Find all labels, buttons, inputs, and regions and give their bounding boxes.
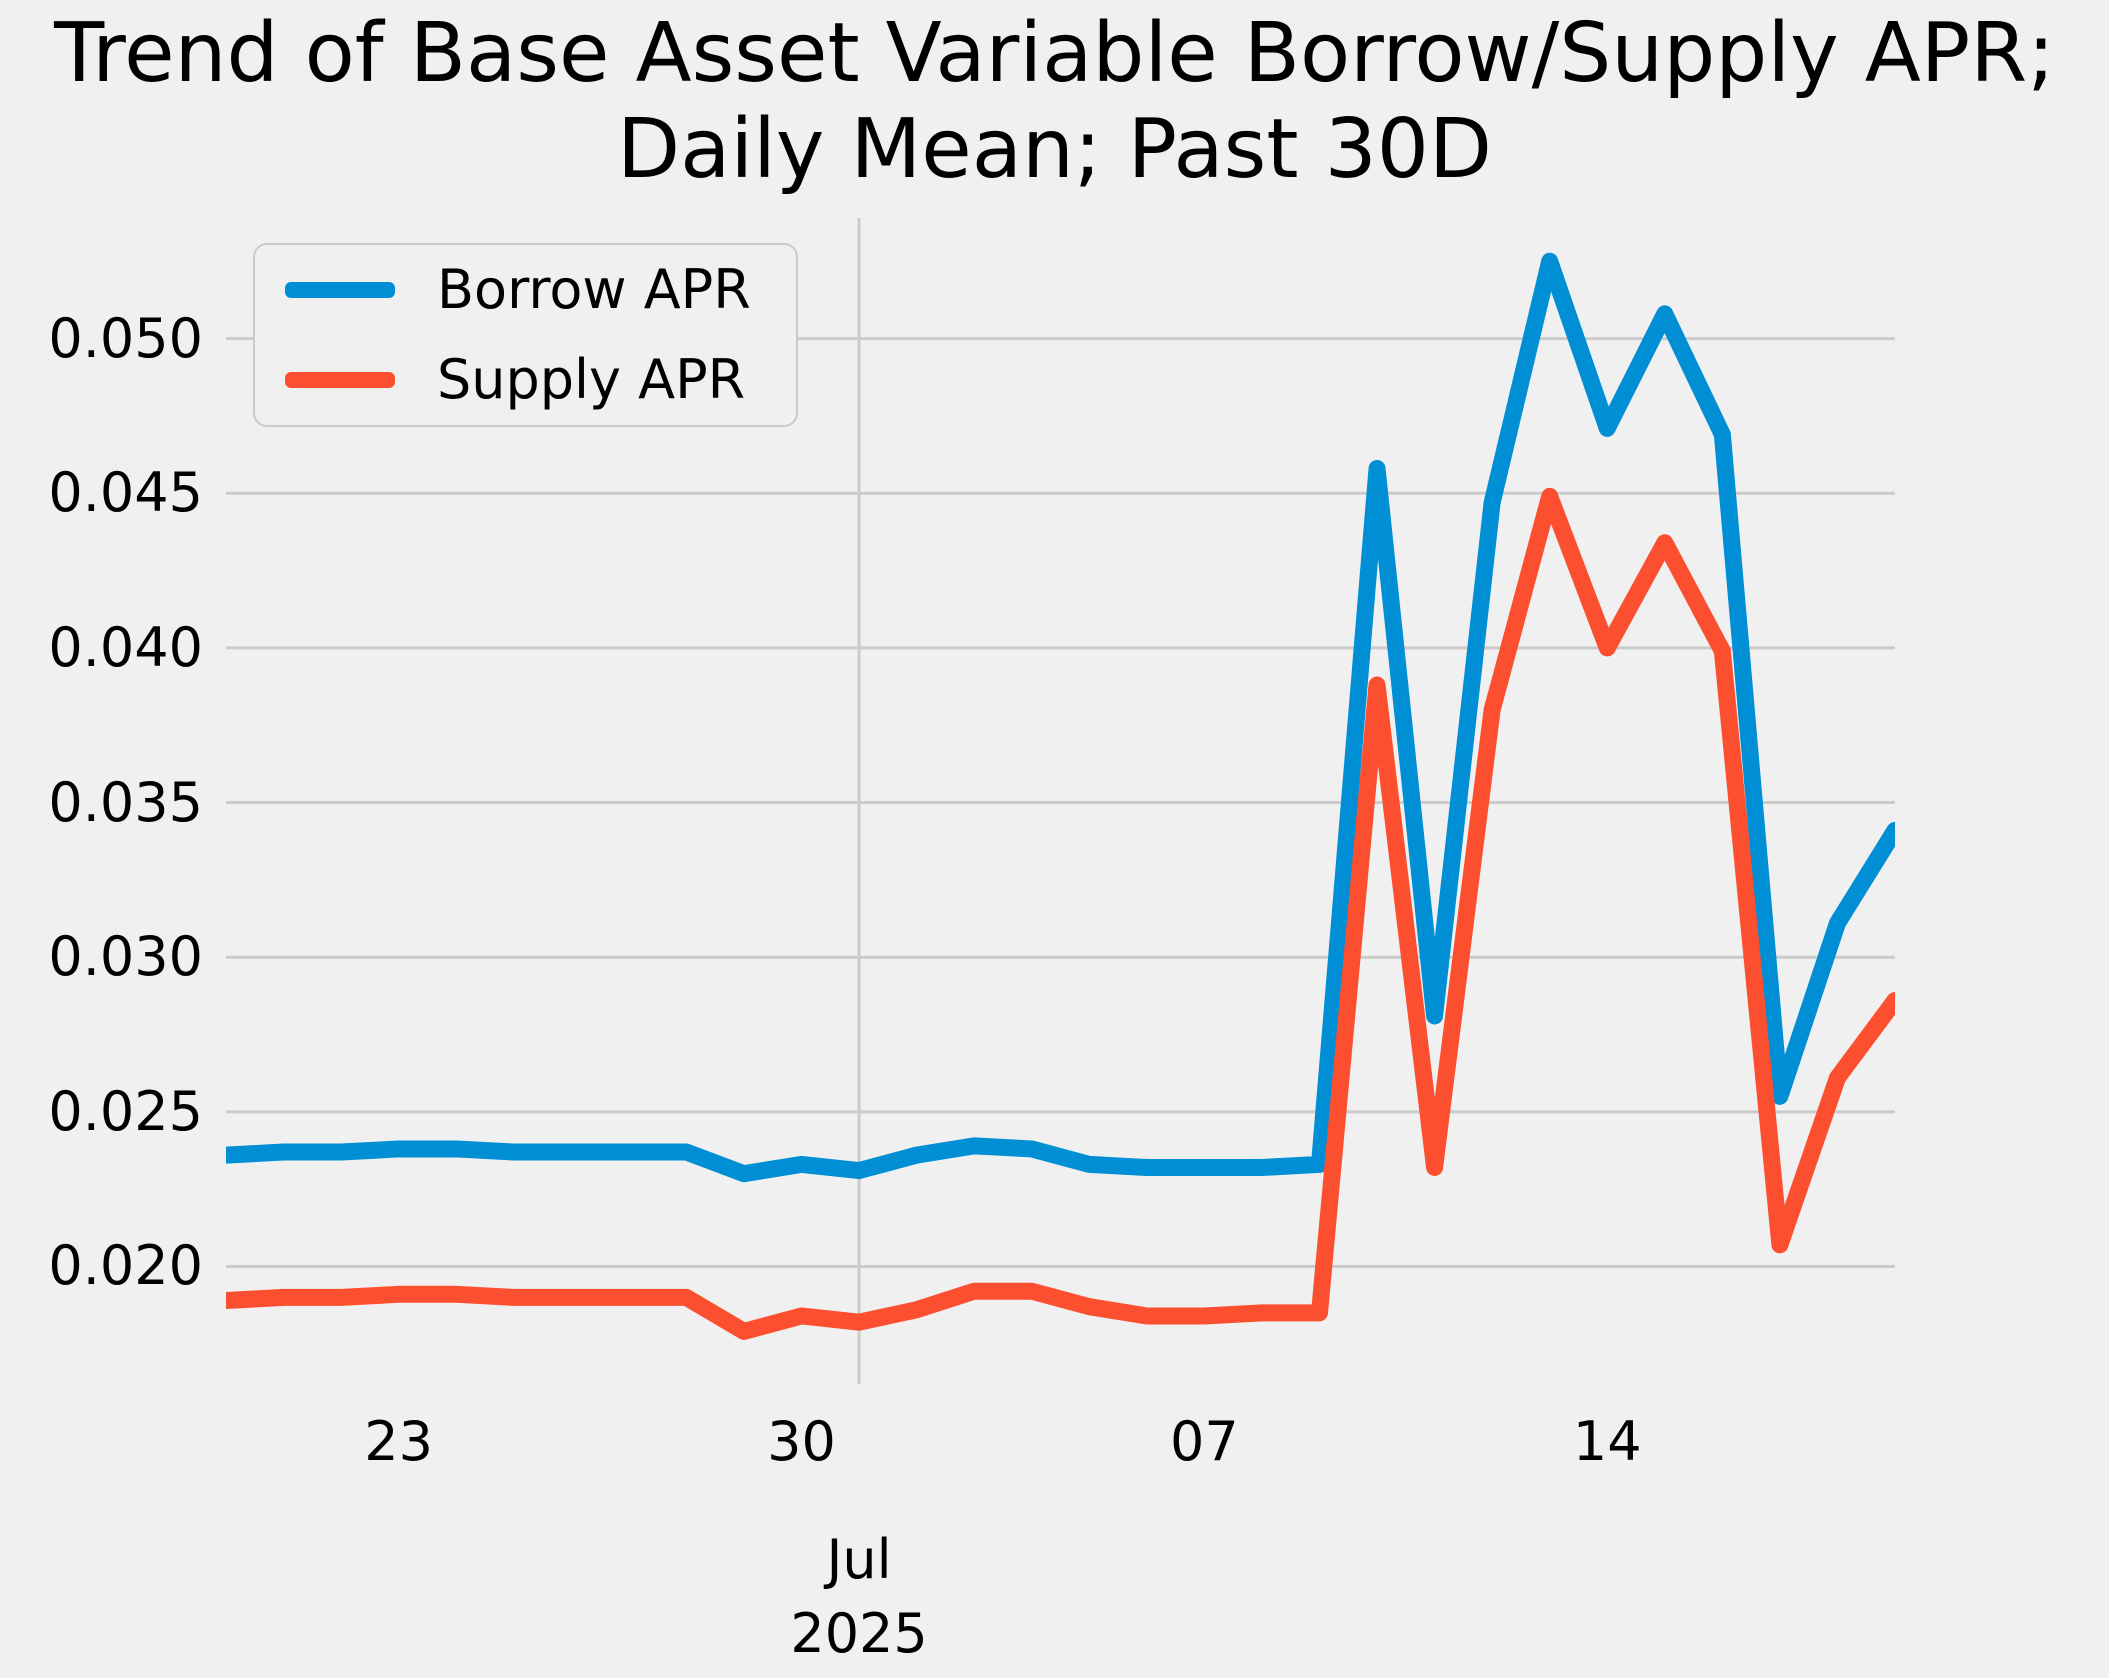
legend-label-borrow: Borrow APR bbox=[437, 258, 751, 321]
x-major-month: Jul bbox=[826, 1528, 892, 1591]
series-lines bbox=[226, 252, 1895, 1340]
y-tick-label: 0.045 bbox=[48, 461, 203, 525]
legend-label-supply: Supply APR bbox=[437, 348, 746, 411]
x-tick-label: 14 bbox=[1572, 1410, 1642, 1473]
x-tick-label: 07 bbox=[1170, 1410, 1239, 1473]
y-tick-label: 0.030 bbox=[48, 925, 203, 989]
borrow-apr-line bbox=[226, 252, 1895, 1183]
legend-entry-borrow: Borrow APR bbox=[255, 245, 796, 335]
legend: Borrow APR Supply APR bbox=[253, 243, 798, 427]
x-major-tick-label: Jul 2025 bbox=[790, 1523, 927, 1671]
legend-line-swatch-borrow bbox=[285, 282, 395, 298]
chart-title-line1: Trend of Base Asset Variable Borrow/Supp… bbox=[54, 6, 2055, 101]
chart-title-line2: Daily Mean; Past 30D bbox=[616, 102, 1493, 197]
x-tick-label: 30 bbox=[767, 1410, 836, 1473]
legend-line-swatch-supply bbox=[285, 372, 395, 388]
y-tick-label: 0.050 bbox=[48, 306, 203, 370]
y-tick-label: 0.020 bbox=[48, 1234, 203, 1298]
y-tick-label: 0.035 bbox=[48, 770, 203, 834]
y-tick-label: 0.025 bbox=[48, 1079, 203, 1143]
supply-apr-line bbox=[226, 487, 1895, 1340]
legend-entry-supply: Supply APR bbox=[255, 335, 796, 425]
x-tick-label: 23 bbox=[364, 1410, 433, 1473]
chart-title: Trend of Base Asset Variable Borrow/Supp… bbox=[0, 6, 2109, 198]
x-major-year: 2025 bbox=[790, 1602, 928, 1665]
y-tick-label: 0.040 bbox=[48, 615, 203, 679]
